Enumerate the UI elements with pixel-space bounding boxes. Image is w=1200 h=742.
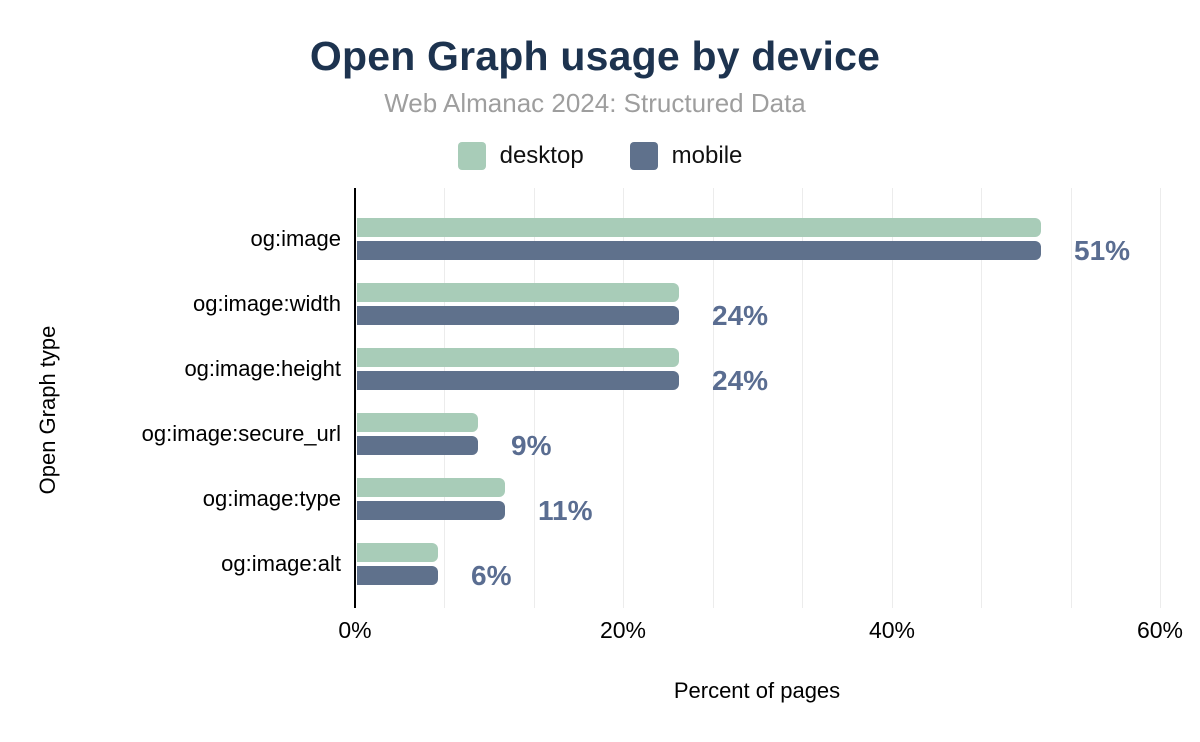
bar-mobile-1 (357, 306, 679, 325)
category-label: og:image:width (193, 291, 341, 316)
bar-mobile-2 (357, 371, 679, 390)
gridline (713, 188, 714, 608)
gridline (1071, 188, 1072, 608)
y-axis-line (354, 188, 356, 608)
chart-subtitle: Web Almanac 2024: Structured Data (384, 88, 806, 118)
bar-mobile-3 (357, 436, 478, 455)
value-label: 24% (712, 300, 769, 331)
legend-swatch-desktop (457, 142, 486, 170)
legend-item-desktop: desktop (457, 142, 584, 170)
category-label: og:image:secure_url (141, 421, 341, 446)
bar-mobile-4 (357, 501, 505, 520)
category-label: og:image:type (202, 486, 341, 511)
x-tick-label: 0% (338, 617, 372, 643)
x-tick-label: 40% (868, 617, 916, 643)
legend-label: desktop (499, 142, 584, 169)
category-label: og:image:height (184, 356, 341, 381)
gridline (981, 188, 982, 608)
x-axis-title: Percent of pages (673, 678, 841, 703)
bar-desktop-0 (357, 218, 1041, 237)
bar-desktop-4 (357, 478, 505, 497)
bar-desktop-1 (357, 283, 679, 302)
bar-desktop-5 (357, 543, 438, 562)
value-label: 9% (511, 430, 552, 461)
category-label: og:image (250, 226, 341, 251)
gridline (623, 188, 624, 608)
value-label: 51% (1074, 235, 1131, 266)
legend-label: mobile (671, 142, 743, 169)
gridline (1160, 188, 1161, 608)
bar-mobile-5 (357, 566, 438, 585)
x-tick-label: 20% (599, 617, 647, 643)
bar-desktop-3 (357, 413, 478, 432)
bar-mobile-0 (357, 241, 1041, 260)
gridline (802, 188, 803, 608)
gridline (534, 188, 535, 608)
y-axis-title: Open Graph type (35, 325, 60, 495)
legend-swatch-mobile (629, 142, 658, 170)
x-tick-label: 60% (1136, 617, 1184, 643)
legend-item-mobile: mobile (629, 142, 743, 170)
bar-desktop-2 (357, 348, 679, 367)
value-label: 11% (538, 495, 593, 526)
legend: desktop mobile (0, 142, 1200, 170)
gridline (892, 188, 893, 608)
category-label: og:image:alt (221, 551, 341, 576)
value-label: 6% (471, 560, 512, 591)
gridline (444, 188, 445, 608)
chart-title: Open Graph usage by device (309, 33, 881, 79)
value-label: 24% (712, 365, 769, 396)
